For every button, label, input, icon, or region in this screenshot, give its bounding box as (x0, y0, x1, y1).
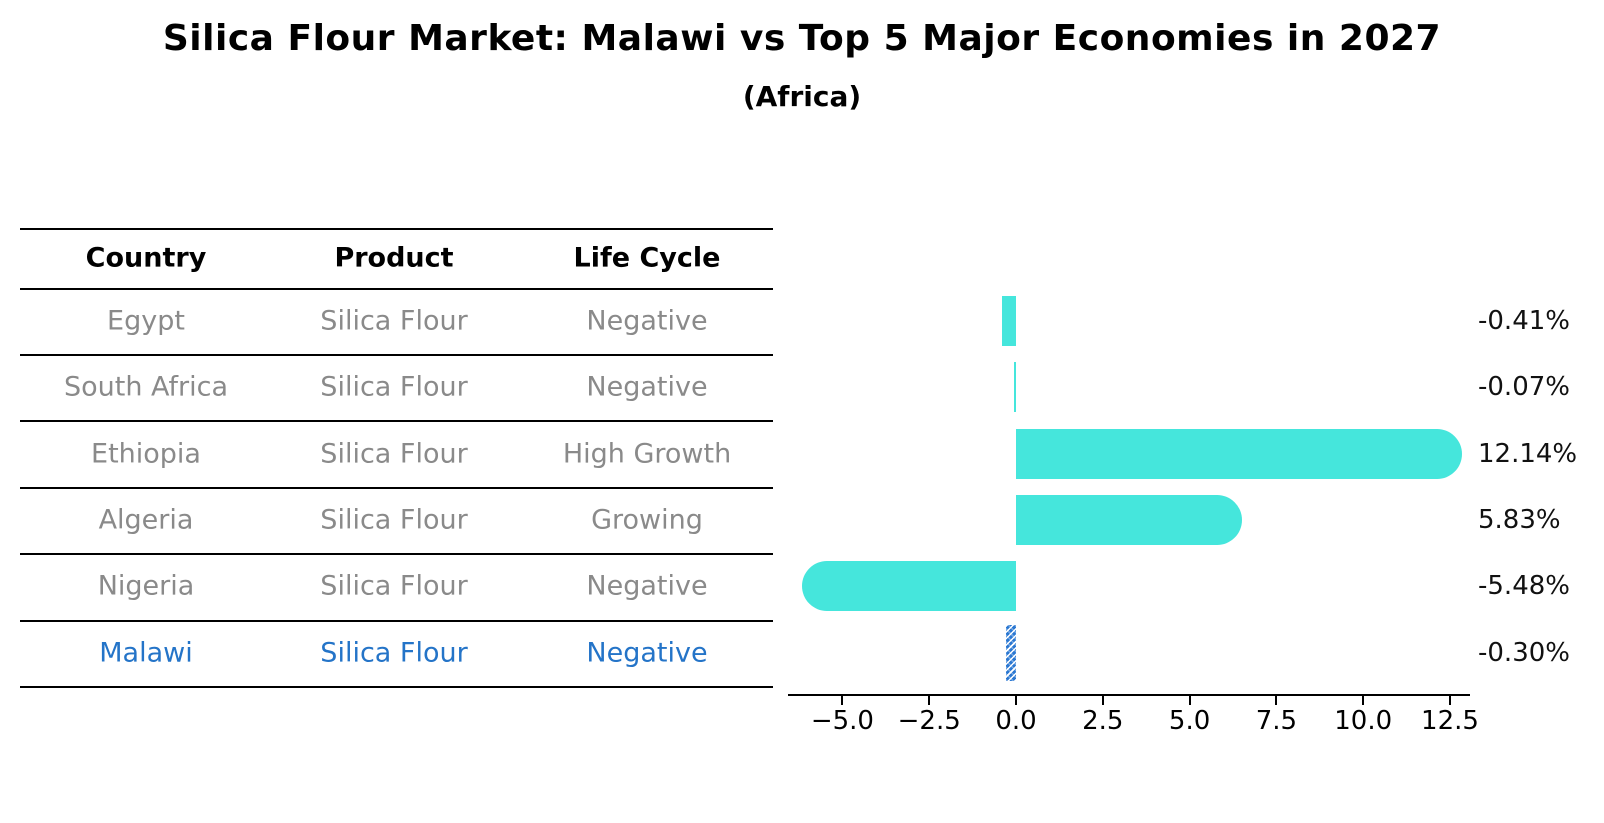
x-axis-tick (1015, 696, 1017, 705)
x-axis-line (788, 694, 1470, 696)
table-row-nigeria-col1: Silica Flour (320, 570, 468, 602)
x-axis-tick (1362, 696, 1365, 705)
table-row-malawi-col2: Negative (586, 637, 708, 669)
x-axis-tick (1275, 696, 1278, 705)
table-rule (20, 620, 773, 622)
x-axis-tick (928, 696, 931, 705)
value-label-nigeria: -5.48% (1478, 571, 1570, 601)
table-row-south-africa-col1: Silica Flour (320, 371, 468, 403)
table-row-egypt-col2: Negative (586, 305, 708, 337)
x-axis-tick (841, 696, 844, 705)
table-row-ethiopia-col0: Ethiopia (91, 438, 201, 470)
table-row-algeria-col2: Growing (591, 504, 703, 536)
x-axis-tick (1449, 696, 1451, 705)
table-row-nigeria-col2: Negative (586, 570, 708, 602)
table-row-south-africa-col2: Negative (586, 371, 708, 403)
table-row-ethiopia-col1: Silica Flour (320, 438, 468, 470)
value-label-malawi: -0.30% (1478, 638, 1570, 668)
table-row-south-africa-col0: South Africa (63, 371, 229, 403)
x-axis-tick-label: 0.0 (995, 706, 1037, 736)
x-axis-tick-label: 12.5 (1421, 706, 1479, 736)
table-rule (20, 228, 773, 230)
table-row-ethiopia-col2: High Growth (562, 438, 732, 470)
bar-south-africa (1013, 362, 1016, 412)
table-rule (20, 288, 773, 290)
bar-malawi (1005, 625, 1016, 681)
x-axis-tick-label: −2.5 (897, 706, 961, 736)
table-rule (20, 487, 773, 489)
table-row-egypt-col1: Silica Flour (320, 305, 468, 337)
x-axis-tick-label: 7.5 (1255, 706, 1298, 736)
x-axis-tick-label: 5.0 (1168, 706, 1211, 736)
bar-ethiopia (1016, 429, 1462, 479)
value-label-algeria: 5.83% (1478, 505, 1561, 535)
table-header-country: Country (85, 242, 207, 274)
table-row-egypt-col0: Egypt (107, 305, 185, 337)
value-label-egypt: -0.41% (1478, 306, 1570, 336)
chart-subtitle: (Africa) (742, 80, 862, 113)
table-row-algeria-col0: Algeria (98, 504, 194, 536)
table-rule (20, 686, 773, 688)
value-label-south-africa: -0.07% (1478, 372, 1570, 402)
table-header-life-cycle: Life Cycle (573, 242, 721, 274)
table-header-product: Product (334, 242, 454, 274)
table-row-malawi-col1: Silica Flour (320, 637, 468, 669)
x-axis-tick (1188, 696, 1191, 705)
bar-nigeria (801, 561, 1016, 611)
table-rule (20, 420, 773, 422)
table-rule (20, 553, 773, 555)
x-axis-tick (1101, 696, 1104, 705)
x-axis-tick-label: −5.0 (810, 706, 874, 736)
table-row-nigeria-col0: Nigeria (97, 570, 195, 602)
chart-title: Silica Flour Market: Malawi vs Top 5 Maj… (162, 18, 1442, 59)
table-row-malawi-col0: Malawi (99, 637, 193, 669)
bar-algeria (1016, 495, 1243, 545)
table-rule (20, 354, 773, 356)
x-axis-tick-label: 10.0 (1334, 706, 1393, 736)
bar-egypt (1001, 296, 1016, 346)
value-label-ethiopia: 12.14% (1478, 439, 1578, 469)
table-row-algeria-col1: Silica Flour (320, 504, 468, 536)
x-axis-tick-label: 2.5 (1082, 706, 1124, 736)
